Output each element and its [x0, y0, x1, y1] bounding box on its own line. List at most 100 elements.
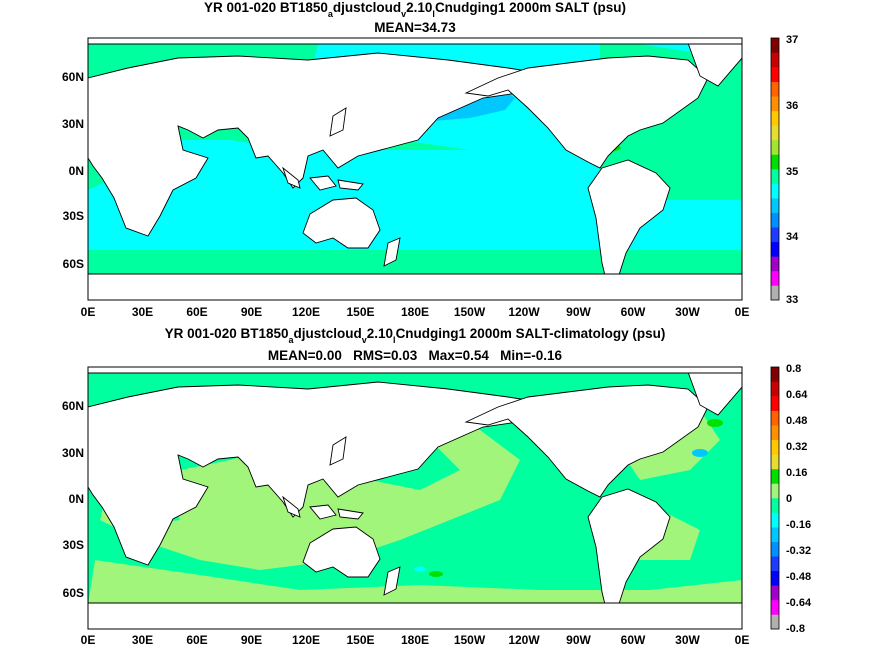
- panel-2-xtick: 180E: [401, 633, 429, 647]
- panel-1-colorbar: [770, 37, 780, 301]
- panel-1-cbar-label: 33: [786, 294, 798, 306]
- panel-2-ytick-30n: 30N: [62, 446, 84, 460]
- panel-2-xtick: 150E: [346, 633, 374, 647]
- panel-1-xtick: 120W: [508, 305, 540, 319]
- colorbar-2-swatch: [771, 498, 779, 513]
- panel-1-cbar-label: 34: [786, 231, 799, 243]
- panel-1-cbar-label: 35: [786, 166, 798, 178]
- panel-1-xtick: 90W: [566, 305, 591, 319]
- panel-2-colorbar: [770, 366, 780, 630]
- panel-1-subtitle: MEAN=34.73: [374, 20, 456, 35]
- colorbar-2-swatch: [771, 381, 779, 397]
- colorbar-2-swatch: [771, 468, 779, 484]
- panel-2-xtick: 120W: [508, 633, 540, 647]
- panel-1-xtick: 120E: [292, 305, 320, 319]
- panel-2-colorbar-labels: 0.8 0.64 0.48 0.32 0.16 0 -0.16 -0.32 -0…: [786, 363, 812, 635]
- colorbar-1-swatch: [771, 81, 779, 97]
- colorbar-2-swatch: [771, 454, 779, 470]
- panel-2-xtick: 90W: [566, 633, 591, 647]
- panel-2-cbar-label: 0.48: [786, 415, 807, 427]
- panel-2-subtitle: MEAN=0.00 RMS=0.03 Max=0.54 Min=-0.16: [268, 348, 563, 363]
- colorbar-2-swatch: [771, 512, 779, 528]
- colorbar-2-swatch: [771, 599, 779, 615]
- colorbar-1-swatch: [771, 139, 779, 155]
- panel-1-x-axis: 0E 30E 60E 90E 120E 150E 180E 150W 120W …: [81, 305, 750, 319]
- panel-2-cbar-label: -0.16: [786, 519, 811, 531]
- colorbar-1-swatch: [771, 154, 779, 170]
- panel-1-y-axis: 60N 30N 0N 30S 60S: [62, 70, 84, 271]
- panel-1-xtick: 0E: [735, 305, 750, 319]
- colorbar-1-swatch: [771, 227, 779, 243]
- panel-2: YR 001-020 BT1850adjustcloudv2.10lCnudgi…: [62, 326, 812, 647]
- colorbar-2-swatch: [771, 570, 779, 586]
- panel-2-cbar-label: -0.48: [786, 571, 811, 583]
- panel-1-xtick: 30E: [132, 305, 153, 319]
- panel-1-colorbar-labels: 37 36 35 34 33: [786, 34, 799, 306]
- panel-2-y-axis: 60N 30N 0N 30S 60S: [62, 399, 84, 600]
- colorbar-2-swatch: [771, 439, 779, 455]
- panel-2-title: YR 001-020 BT1850adjustcloudv2.10lCnudgi…: [165, 326, 666, 345]
- colorbar-2-swatch: [771, 410, 779, 426]
- panel-1-ytick-30s: 30S: [63, 209, 84, 223]
- panel-2-cbar-label: 0.32: [786, 441, 807, 453]
- panel-2-xtick: 30E: [132, 633, 153, 647]
- colorbar-2-swatch: [771, 367, 779, 382]
- panel-1-xtick: 150E: [346, 305, 374, 319]
- panel-2-xtick: 0E: [735, 633, 750, 647]
- panel-2-ytick-60n: 60N: [62, 399, 84, 413]
- colorbar-1-swatch: [771, 52, 779, 68]
- colorbar-2-frame: [770, 366, 780, 630]
- colorbar-1-swatch: [771, 285, 779, 301]
- panel-2-xtick: 150W: [454, 633, 486, 647]
- panel-1-xtick: 0E: [81, 305, 96, 319]
- panel-1-ytick-60s: 60S: [63, 257, 84, 271]
- panel-1: YR 001-020 BT1850adjustcloudv2.10lCnudgi…: [62, 0, 799, 319]
- panel-2-cbar-label: 0.64: [786, 389, 808, 401]
- colorbar-2-swatch: [771, 396, 779, 411]
- colorbar-1-swatch: [771, 241, 779, 257]
- colorbar-1-swatch: [771, 198, 779, 213]
- colorbar-1-swatch: [771, 256, 779, 272]
- colorbar-1-swatch: [771, 110, 779, 126]
- panel-2-ytick-0n: 0N: [69, 492, 84, 506]
- panel-2-xtick: 120E: [292, 633, 320, 647]
- panel-2-xtick: 60E: [186, 633, 207, 647]
- panel-2-cbar-label: -0.8: [786, 623, 805, 635]
- panel-2-xtick: 60W: [621, 633, 646, 647]
- panel-2-frame: [87, 366, 743, 630]
- panel-2-south-patch: [429, 571, 443, 577]
- colorbar-1-swatch: [771, 169, 779, 184]
- colorbar-1-frame: [770, 37, 780, 301]
- panel-2-cbar-label: 0: [786, 493, 792, 505]
- panel-1-ytick-60n: 60N: [62, 70, 84, 84]
- colorbar-2-swatch: [771, 614, 779, 630]
- panel-1-xtick: 180E: [401, 305, 429, 319]
- panel-2-ytick-30s: 30S: [63, 538, 84, 552]
- panel-1-ytick-0n: 0N: [69, 164, 84, 178]
- panel-2-xtick: 90E: [241, 633, 262, 647]
- colorbar-2-swatch: [771, 425, 779, 441]
- panel-2-ytick-60s: 60S: [63, 586, 84, 600]
- panel-1-xtick: 30W: [675, 305, 700, 319]
- panel-1-frame: [87, 37, 743, 301]
- colorbar-1-swatch: [771, 38, 779, 53]
- panel-2-map: [88, 367, 742, 629]
- colorbar-2-swatch: [771, 483, 779, 499]
- panel-1-xtick: 90E: [241, 305, 262, 319]
- panel-1-map: [88, 38, 742, 300]
- colorbar-1-swatch: [771, 67, 779, 82]
- panel-2-cbar-label: 0.16: [786, 467, 807, 479]
- panel-2-x-axis: 0E 30E 60E 90E 120E 150E 180E 150W 120W …: [81, 633, 750, 647]
- panel-1-xtick: 60W: [621, 305, 646, 319]
- colorbar-2-swatch: [771, 556, 779, 572]
- colorbar-1-swatch: [771, 96, 779, 112]
- panel-2-cbar-label: -0.64: [786, 597, 812, 609]
- panel-1-ytick-30n: 30N: [62, 117, 84, 131]
- colorbar-1-swatch: [771, 125, 779, 141]
- panel-1-title: YR 001-020 BT1850adjustcloudv2.10lCnudgi…: [204, 0, 626, 19]
- panel-1-cbar-label: 37: [786, 34, 798, 46]
- colorbar-2-swatch: [771, 585, 779, 601]
- panel-2-cbar-label: 0.8: [786, 363, 801, 375]
- colorbar-1-swatch: [771, 183, 779, 199]
